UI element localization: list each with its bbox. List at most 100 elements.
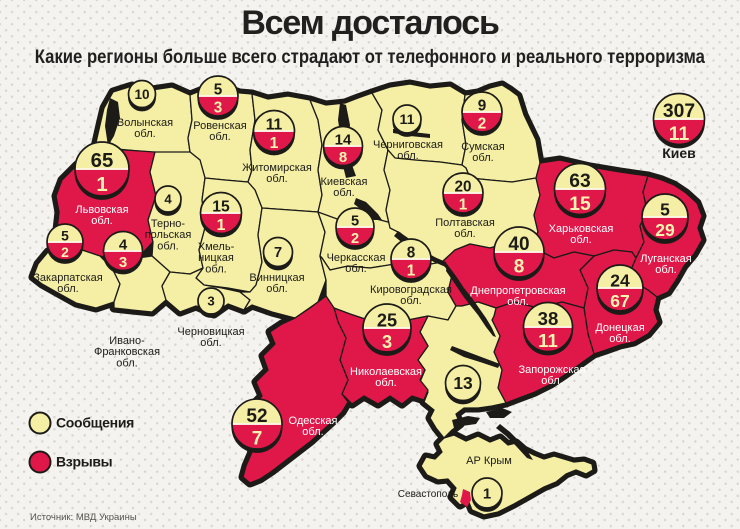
svg-text:8: 8 [407, 245, 416, 262]
svg-text:25: 25 [377, 310, 397, 330]
svg-text:обл.: обл. [454, 228, 475, 240]
svg-text:Запорожская: Запорожская [519, 364, 586, 376]
svg-text:2: 2 [61, 244, 69, 260]
svg-text:обл.: обл. [57, 283, 78, 295]
svg-text:Киев: Киев [662, 145, 696, 161]
svg-text:Сумская: Сумская [461, 141, 505, 153]
svg-text:3: 3 [207, 294, 214, 309]
svg-text:Ивано-: Ивано- [109, 335, 145, 347]
svg-text:обл.: обл. [345, 263, 366, 275]
svg-text:обл.: обл. [333, 187, 354, 199]
svg-text:7: 7 [252, 429, 263, 450]
svg-text:обл.: обл. [302, 426, 323, 438]
svg-text:обл.: обл. [91, 215, 112, 227]
svg-text:11: 11 [538, 330, 558, 351]
svg-text:Житомирская: Житомирская [242, 162, 312, 174]
svg-text:Севастополь: Севастополь [398, 489, 458, 500]
svg-text:Харьковская: Харьковская [549, 223, 614, 235]
svg-text:АР Крым: АР Крым [466, 455, 512, 467]
svg-text:Черкасская: Черкасская [327, 252, 386, 264]
svg-text:10: 10 [134, 87, 149, 102]
svg-text:Черниговская: Черниговская [373, 139, 443, 151]
svg-text:14: 14 [335, 132, 352, 149]
svg-text:40: 40 [508, 234, 529, 255]
svg-text:обл.: обл. [507, 296, 528, 308]
svg-text:Франковская: Франковская [94, 346, 160, 358]
svg-text:Винницкая: Винницкая [249, 272, 304, 284]
svg-text:65: 65 [91, 150, 114, 172]
svg-text:1: 1 [270, 135, 279, 152]
svg-text:1: 1 [407, 263, 416, 280]
svg-text:Черновицкая: Черновицкая [177, 326, 244, 338]
svg-text:Донецкая: Донецкая [595, 322, 644, 334]
svg-text:Полтавская: Полтавская [435, 217, 495, 229]
svg-text:9: 9 [478, 98, 487, 115]
svg-text:8: 8 [514, 257, 525, 278]
svg-text:обл.: обл. [266, 283, 287, 295]
svg-text:2: 2 [478, 116, 487, 133]
svg-text:4: 4 [119, 237, 128, 254]
svg-text:обл.: обл. [375, 377, 396, 389]
svg-text:3: 3 [214, 100, 223, 117]
svg-text:1: 1 [96, 174, 107, 196]
svg-text:13: 13 [453, 373, 473, 393]
svg-text:11: 11 [400, 111, 415, 127]
svg-text:307: 307 [663, 101, 695, 122]
svg-text:обл.: обл. [397, 150, 418, 162]
svg-text:Николаевская: Николаевская [350, 366, 422, 378]
svg-text:Источник: МВД Украины: Источник: МВД Украины [30, 512, 137, 523]
svg-text:67: 67 [610, 291, 629, 311]
svg-text:5: 5 [660, 199, 670, 219]
svg-text:7: 7 [274, 245, 282, 261]
svg-text:ницкая: ницкая [198, 252, 234, 264]
svg-text:Кировоградская: Кировоградская [370, 284, 452, 296]
svg-text:11: 11 [669, 124, 690, 145]
svg-text:1: 1 [483, 485, 491, 502]
svg-text:15: 15 [212, 198, 230, 215]
svg-text:5: 5 [61, 228, 69, 244]
svg-text:2: 2 [351, 231, 359, 247]
svg-text:29: 29 [655, 220, 675, 240]
svg-text:20: 20 [454, 179, 471, 196]
svg-text:обл.: обл. [200, 337, 221, 349]
svg-text:обл.: обл. [266, 173, 287, 185]
svg-text:Киевская: Киевская [320, 176, 367, 188]
svg-text:обл.: обл. [134, 128, 155, 140]
svg-text:11: 11 [266, 116, 283, 133]
svg-text:3: 3 [119, 254, 127, 271]
svg-text:Волынская: Волынская [117, 117, 173, 129]
svg-text:Сообщения: Сообщения [56, 415, 134, 431]
svg-text:1: 1 [459, 197, 468, 214]
svg-text:обл.: обл. [541, 375, 562, 387]
svg-text:Львовская: Львовская [75, 204, 128, 216]
svg-text:обл.: обл. [400, 295, 421, 307]
svg-text:обл.: обл. [570, 234, 591, 246]
svg-text:38: 38 [538, 308, 559, 329]
svg-text:24: 24 [610, 270, 630, 290]
svg-text:Терно-: Терно- [151, 218, 186, 230]
svg-text:обл.: обл. [116, 357, 137, 369]
svg-text:обл.: обл. [205, 263, 226, 275]
svg-text:Закарпатская: Закарпатская [33, 272, 102, 284]
svg-text:Днепропетровская: Днепропетровская [470, 285, 565, 297]
svg-text:8: 8 [339, 149, 347, 166]
svg-text:63: 63 [569, 171, 591, 192]
svg-text:обл.: обл. [472, 152, 493, 164]
svg-text:3: 3 [382, 332, 392, 352]
svg-text:5: 5 [214, 82, 223, 99]
svg-text:польская: польская [145, 229, 192, 241]
svg-text:обл.: обл. [609, 333, 630, 345]
svg-text:обл.: обл. [209, 131, 230, 143]
svg-text:Взрывы: Взрывы [56, 454, 112, 470]
svg-text:4: 4 [164, 192, 172, 207]
svg-text:Ровенская: Ровенская [193, 120, 247, 132]
svg-text:Хмель-: Хмель- [198, 241, 235, 253]
svg-text:5: 5 [351, 214, 359, 230]
svg-text:15: 15 [569, 194, 591, 215]
svg-text:обл.: обл. [157, 240, 178, 252]
svg-text:Луганская: Луганская [640, 253, 691, 265]
svg-text:52: 52 [246, 406, 267, 427]
svg-text:Одесская: Одесская [289, 415, 338, 427]
svg-text:обл.: обл. [655, 264, 676, 276]
svg-text:1: 1 [217, 217, 226, 234]
